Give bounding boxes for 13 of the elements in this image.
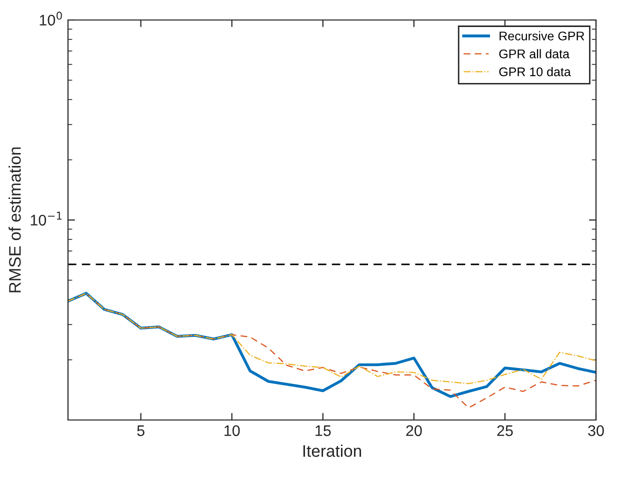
y-tick-label: 10$^{0}$ (40, 12, 62, 26)
x-tick-label: 20 (406, 425, 422, 436)
x-tick-label: 30 (588, 425, 604, 436)
y-axis-title: RMSE of estimation (8, 147, 21, 292)
x-tick-label: 10 (224, 425, 240, 436)
y-tick-label: 10$^{−1}$ (30, 212, 62, 226)
x-tick-label: 25 (497, 425, 513, 436)
x-tick-label: 15 (316, 425, 331, 436)
legend-label: GPR 10 data (499, 67, 571, 76)
x-tick-label: 5 (137, 425, 144, 436)
legend-label: Recursive GPR (500, 31, 584, 40)
x-axis-title: Iteration (303, 444, 362, 457)
legend-label: GPR all data (499, 49, 570, 58)
